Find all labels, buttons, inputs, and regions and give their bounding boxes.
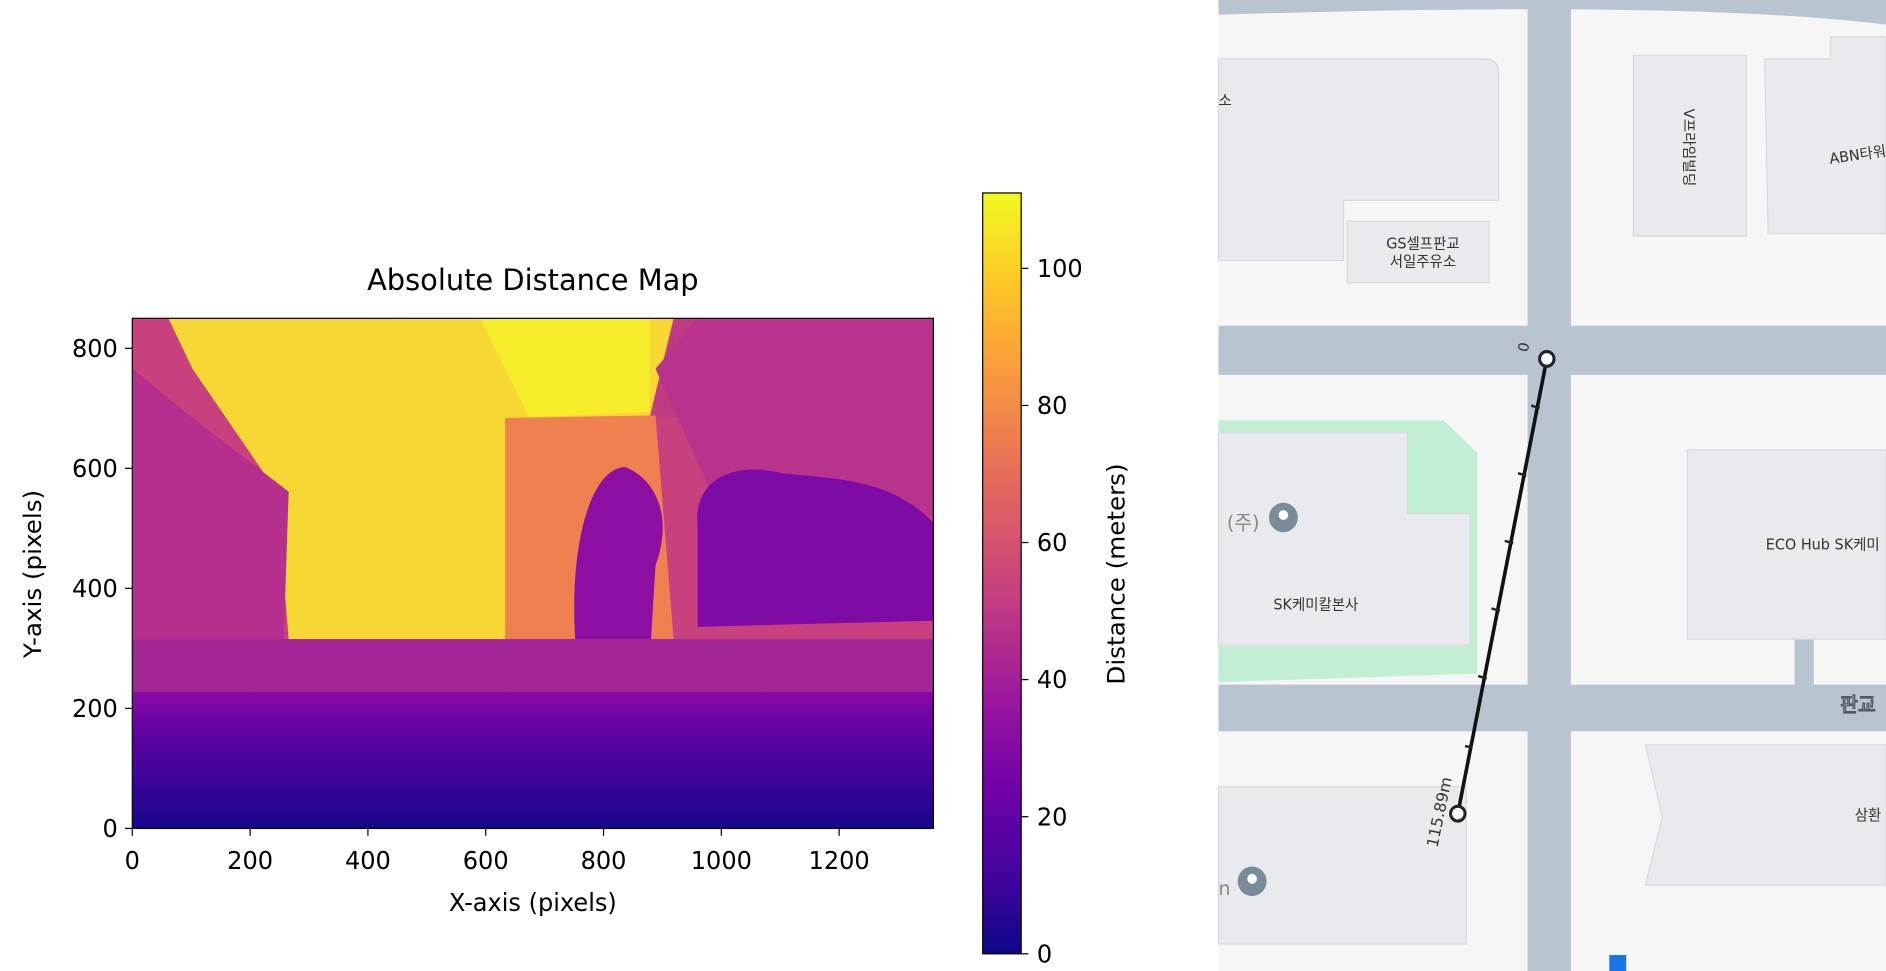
map-label: n [1218,877,1230,900]
y-axis-label: Y-axis (pixels) [18,490,47,659]
x-tick-label: 1200 [809,846,870,875]
chart-title: Absolute Distance Map [367,263,699,297]
y-tick-label: 200 [72,694,118,723]
y-tick-label: 800 [72,334,118,363]
map-label: 서일주유소 [1390,254,1456,271]
map-label: GS셀프판교 [1386,235,1459,252]
colorbar-tick-label: 0 [1037,939,1052,968]
plot-frame [131,317,934,830]
colorbar-tick-label: 100 [1037,254,1083,283]
map-label: 0 [1515,341,1533,354]
map-label: V프라임빌딩 [1680,109,1697,187]
colorbar-tick-label: 60 [1037,528,1068,557]
colorbar-tick-label: 40 [1037,665,1068,694]
colorbar-tick-label: 80 [1037,391,1068,420]
colorbar-label: Distance (meters) [1102,463,1131,684]
map-label: ECO Hub SK케미 [1766,536,1880,553]
map-label: 삼환 [1855,807,1882,824]
x-tick-label: 200 [227,846,273,875]
map-label: (주) [1227,512,1260,535]
x-tick-label: 400 [345,846,391,875]
x-tick-label: 600 [463,846,509,875]
colorbar [982,192,1022,955]
map-label: 판교 [1840,693,1875,716]
depth-image [132,318,934,829]
map-screenshot: 소 GS셀프판교 서일주유소 V프라임빌딩 ABN타워 (주) SK케미칼본사 … [1217,0,1886,971]
y-tick-label: 400 [72,574,118,603]
x-tick-label: 1000 [691,846,752,875]
x-tick-label: 0 [125,846,140,875]
x-tick-label: 800 [581,846,627,875]
y-tick-label: 600 [72,454,118,483]
x-axis-label: X-axis (pixels) [449,888,617,917]
map-label: 소 [1218,93,1231,110]
y-tick-label: 0 [103,814,118,843]
colorbar-tick-label: 20 [1037,802,1068,831]
map-label: SK케미칼본사 [1273,597,1358,614]
axes: 0 200 400 600 800 1000 1200 0 200 400 600 800 0 20 40 6… [72,254,1083,969]
